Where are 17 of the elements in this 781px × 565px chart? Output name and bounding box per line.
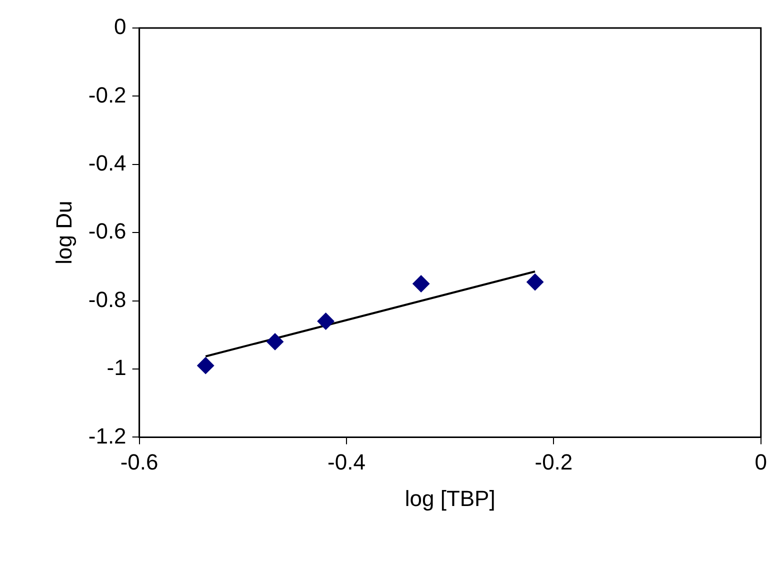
y-tick-label: -0.4 — [88, 150, 126, 176]
y-tick-label: -0.8 — [88, 286, 126, 312]
point — [197, 357, 214, 374]
x-axis-title: log [TBP] — [404, 486, 496, 511]
y-tick-label: -1 — [106, 355, 126, 380]
y-tick-label: -0.2 — [88, 82, 126, 108]
x-tick-label: 0 — [754, 449, 768, 474]
y-axis-title: log Du — [51, 200, 76, 264]
point — [412, 275, 430, 292]
x-tick-label: -0.2 — [534, 449, 573, 474]
point — [266, 333, 284, 350]
point — [317, 312, 334, 330]
y-tick-label: -1.2 — [88, 423, 126, 448]
y-tick-label: -0.6 — [88, 218, 126, 244]
y-tick-label: 0 — [114, 14, 126, 40]
x-tick-label: -0.4 — [328, 449, 366, 474]
point — [526, 274, 544, 291]
